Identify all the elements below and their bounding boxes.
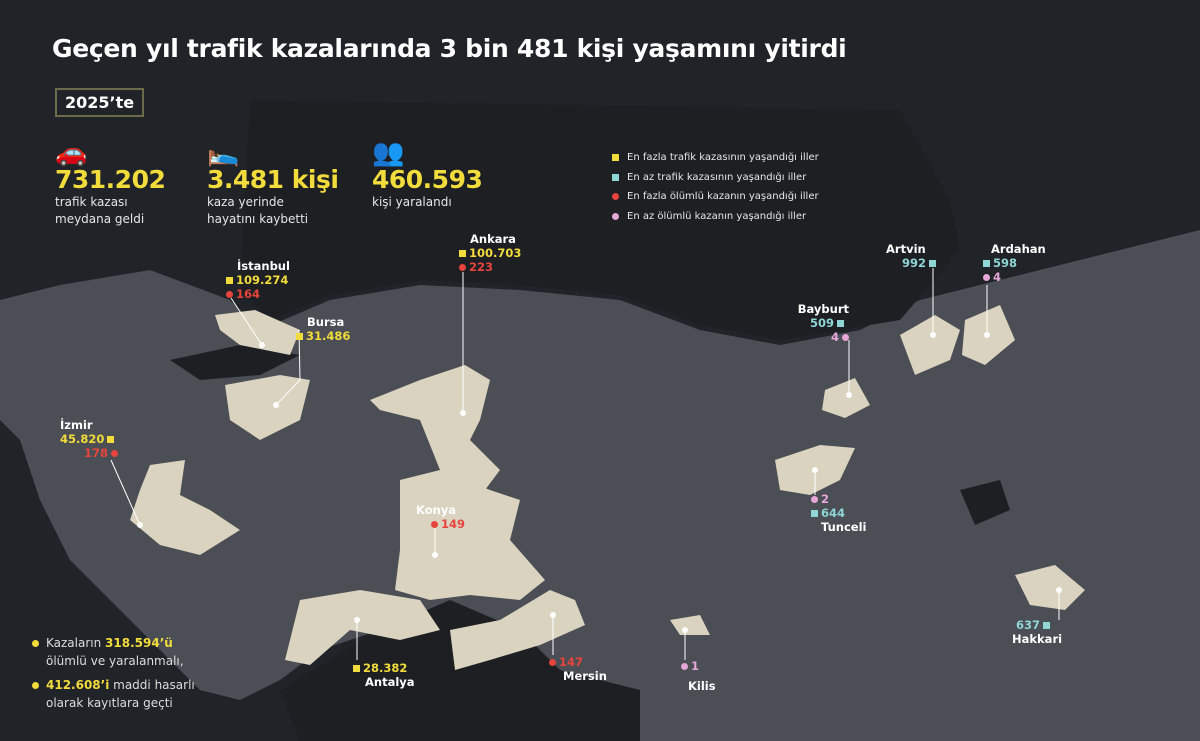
lake-van (960, 480, 1010, 525)
black-sea (240, 100, 960, 340)
legend-item: En az trafik kazasının yaşandığı iller (612, 168, 819, 188)
label-konya: Konya 149 (416, 503, 466, 531)
injured-people-icon: 👥 (372, 138, 405, 168)
label-artvin: Artvin 992 (886, 242, 937, 270)
legend-item: En az ölümlü kazanın yaşandığı iller (612, 207, 819, 227)
page-title: Geçen yıl trafik kazalarında 3 bin 481 k… (52, 34, 847, 63)
note-item: 412.608’i maddi hasarlı olarak kayıtlara… (32, 676, 222, 712)
label-bursa: Bursa 31.486 (296, 315, 350, 343)
marmara-sea (170, 345, 300, 380)
label-bayburt: Bayburt 509 4 (797, 302, 850, 344)
legend: En fazla trafik kazasının yaşandığı ille… (612, 148, 819, 226)
izmir-area (130, 460, 240, 555)
konya-area (395, 470, 545, 600)
stat-accidents: 🚗 731.202 trafik kazası meydana geldi (55, 138, 166, 226)
label-izmir: İzmir 45.820 178 (60, 418, 119, 460)
legend-item: En fazla trafik kazasının yaşandığı ille… (612, 148, 819, 168)
label-ankara: Ankara 100.703 223 (459, 232, 521, 274)
artvin-area (900, 315, 960, 375)
label-hakkari: 637 Hakkari (1012, 618, 1063, 646)
highlighted-provinces (130, 305, 1085, 670)
label-kilis: 1 Kilis (681, 659, 716, 693)
mersin-area (450, 590, 585, 670)
label-istanbul: İstanbul 109.274 164 (226, 259, 290, 301)
car-crash-icon: 🚗 (55, 138, 88, 168)
istanbul-area (215, 310, 300, 355)
year-badge: 2025’te (55, 88, 145, 117)
antalya-area (285, 590, 440, 665)
legend-item: En fazla ölümlü kazanın yaşandığı iller (612, 187, 819, 207)
kilis-area (670, 615, 710, 635)
label-ardahan: Ardahan 598 4 (983, 242, 1046, 284)
leader-lines (110, 268, 1062, 660)
note-item: Kazaların 318.594’ü ölümlü ve yaralanmal… (32, 634, 217, 670)
bayburt-area (822, 378, 870, 418)
label-tunceli: 2 644 Tunceli (811, 492, 866, 534)
notes: Kazaların 318.594’ü ölümlü ve yaralanmal… (32, 634, 222, 712)
stat-injured: 👥 460.593 kişi yaralandı (372, 138, 483, 209)
lying-person-icon: 🛌 (207, 138, 240, 168)
mediterranean (280, 600, 640, 741)
label-mersin: 147 Mersin (549, 655, 607, 683)
stat-deaths: 🛌 3.481 kişi kaza yerinde hayatını kaybe… (207, 138, 339, 226)
label-antalya: 28.382 Antalya (353, 661, 415, 689)
hakkari-area (1015, 565, 1085, 610)
ankara-area (370, 365, 500, 490)
